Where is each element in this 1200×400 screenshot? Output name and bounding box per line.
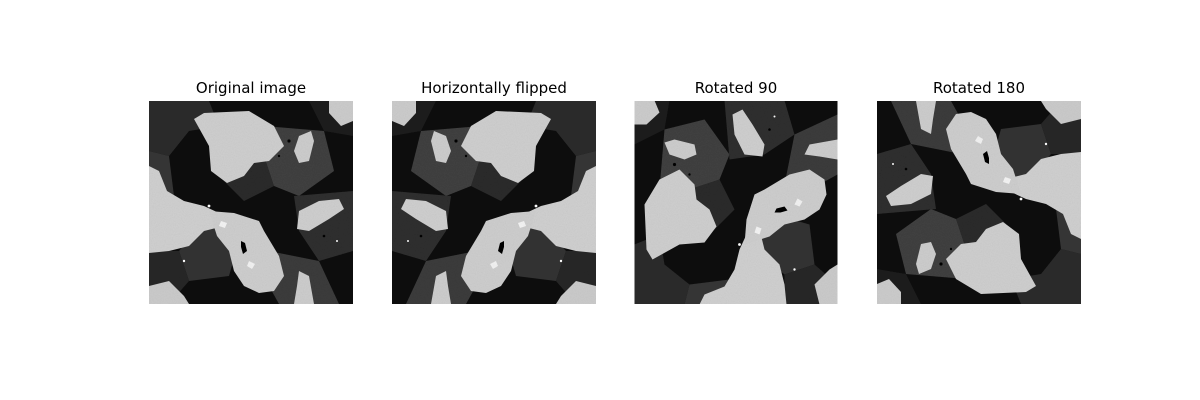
panel-title: Rotated 90 (694, 79, 778, 97)
panel-rotated-180: Rotated 180 (877, 78, 1081, 304)
panel-title: Original image (195, 79, 307, 97)
panel-flipped: Horizontally flipped (392, 78, 596, 304)
micrograph-image-original (149, 101, 353, 304)
micrograph-image-rotated-180 (877, 101, 1081, 304)
micrograph-image-rotated-90 (634, 101, 838, 304)
panel-original: Original image (149, 78, 353, 304)
panel-title: Horizontally flipped (421, 79, 567, 97)
panel-rotated-90: Rotated 90 (634, 78, 838, 304)
panel-title: Rotated 180 (932, 79, 1026, 97)
micrograph-image-flipped (392, 101, 596, 304)
